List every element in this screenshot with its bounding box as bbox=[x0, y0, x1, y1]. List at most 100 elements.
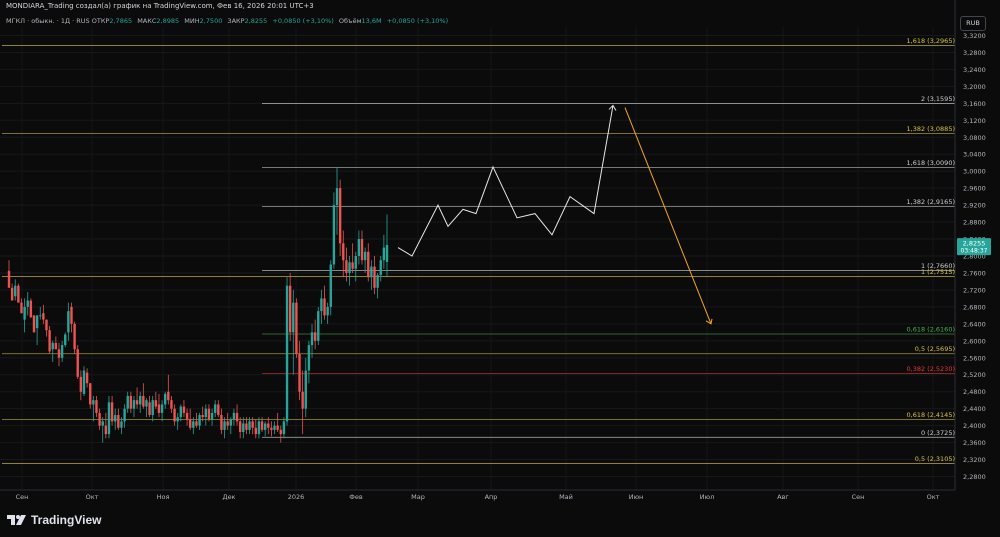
close-label: ЗАКР bbox=[227, 17, 245, 25]
candle-body bbox=[360, 239, 364, 261]
candle-body bbox=[251, 421, 254, 428]
time-tick-label: Авг bbox=[777, 493, 789, 501]
candle-body bbox=[114, 415, 117, 422]
candle-body bbox=[288, 285, 292, 333]
candle-body bbox=[188, 419, 192, 428]
candle-body bbox=[342, 243, 345, 261]
price-tag-background bbox=[957, 238, 991, 256]
candle-body bbox=[267, 423, 270, 428]
price-tick-label: 2,4400 bbox=[963, 405, 986, 413]
candle-body bbox=[326, 306, 329, 316]
candle-body bbox=[39, 315, 42, 317]
candle-body bbox=[185, 412, 189, 420]
low-value: 2,7500 bbox=[199, 17, 223, 25]
time-tick-label: Фев bbox=[349, 493, 363, 501]
candle-body bbox=[229, 419, 233, 426]
candle-body bbox=[29, 300, 33, 318]
fib-level-label: 0,618 (2,4145) bbox=[907, 411, 956, 419]
candle-body bbox=[345, 260, 348, 273]
candle-body bbox=[142, 395, 145, 407]
candle-body bbox=[151, 400, 154, 416]
volume-label: Объём bbox=[338, 17, 362, 25]
price-tick-label: 2,6400 bbox=[963, 320, 986, 328]
symbol-line[interactable]: МГКЛ · обыкн. · 1Д · RUS bbox=[6, 17, 90, 25]
candle-body bbox=[207, 408, 211, 420]
candle-body bbox=[332, 205, 336, 265]
projection-arrowhead-down bbox=[705, 318, 713, 325]
candle-body bbox=[204, 408, 208, 418]
fib-level-label: 1 (2,7660) bbox=[921, 262, 955, 270]
candle-body bbox=[348, 262, 351, 273]
price-tick-label: 3,0800 bbox=[963, 134, 986, 142]
candle-body bbox=[26, 300, 29, 307]
price-tick-label: 2,5200 bbox=[963, 371, 986, 379]
candle-body bbox=[160, 404, 164, 413]
candle-body bbox=[85, 372, 89, 384]
price-tick-label: 2,4000 bbox=[963, 422, 986, 430]
candle-body bbox=[376, 275, 379, 288]
fib-level-label: 0,618 (2,6160) bbox=[907, 326, 956, 334]
candle-body bbox=[245, 423, 248, 430]
candle-body bbox=[235, 412, 239, 422]
price-tick-label: 3,2400 bbox=[963, 66, 986, 74]
candlestick-series bbox=[7, 166, 389, 443]
candle-body bbox=[270, 427, 273, 430]
price-axis[interactable]: 3,3200 3,2800 3,2400 3,2000 3,1600 3,1200 3,08… bbox=[954, 0, 986, 490]
candle-body bbox=[354, 256, 357, 269]
candle-body bbox=[226, 421, 229, 426]
time-tick-label: Сен bbox=[852, 493, 865, 501]
low-label: МИН bbox=[184, 17, 200, 25]
candle-body bbox=[282, 421, 286, 435]
grid-lines bbox=[0, 27, 955, 490]
price-tick-label: 2,8800 bbox=[963, 219, 986, 227]
candle-body bbox=[79, 376, 83, 392]
candle-body bbox=[32, 315, 36, 333]
currency-button[interactable]: RUB bbox=[960, 16, 986, 31]
tradingview-logo-text: TradingView bbox=[31, 513, 102, 527]
candle-body bbox=[148, 402, 151, 416]
price-tick-label: 2,8000 bbox=[963, 253, 986, 261]
candle-body bbox=[248, 421, 251, 430]
candle-body bbox=[201, 415, 204, 418]
high-label: МАКС bbox=[137, 17, 157, 25]
candle-body bbox=[323, 298, 326, 316]
candle-body bbox=[157, 404, 161, 413]
candle-body bbox=[126, 395, 129, 409]
candle-body bbox=[301, 391, 304, 409]
fib-level-label: 0,382 (2,5230) bbox=[907, 365, 956, 373]
candle-body bbox=[320, 298, 323, 312]
time-tick-label: 2026 bbox=[288, 493, 305, 501]
candle-body bbox=[170, 400, 173, 409]
candle-body bbox=[104, 425, 108, 435]
tradingview-logo[interactable]: TradingView bbox=[7, 513, 101, 527]
time-axis[interactable]: Сен Окт Ноя Дек 2026 Фев Мар Апр Май Июн Июл Авг Сен… bbox=[0, 489, 955, 501]
price-tick-label: 2,4800 bbox=[963, 388, 986, 396]
candle-body bbox=[120, 421, 123, 428]
tradingview-logo-icon bbox=[7, 515, 26, 525]
fib-level-label: 1,382 (3,0885) bbox=[907, 125, 956, 133]
chart-attribution: MONDIARA_Trading создал(а) график на Tra… bbox=[6, 2, 314, 10]
price-tag-value: 2,8255 bbox=[963, 240, 986, 248]
candle-body bbox=[273, 425, 276, 430]
price-tick-label: 2,5600 bbox=[963, 354, 986, 362]
fibonacci-levels: 1,618 (3,2965) 2 (3,1595) 1,382 (3,0885) 1,… bbox=[2, 37, 955, 464]
price-tick-label: 2,9200 bbox=[963, 202, 986, 210]
price-tick-label: 2,7200 bbox=[963, 286, 986, 294]
change-value: +0,0850 (+3,10%) bbox=[272, 17, 334, 25]
projection-zigzag bbox=[397, 105, 614, 257]
candle-body bbox=[7, 270, 11, 288]
high-value: 2,8985 bbox=[156, 17, 180, 25]
price-tick-label: 2,3600 bbox=[963, 439, 986, 447]
ohlc-legend[interactable]: МГКЛ · обыкн. · 1Д · RUS ОТКР2,7865 МАКС… bbox=[6, 17, 451, 25]
fib-level-label: 1,618 (3,2965) bbox=[907, 37, 956, 45]
price-tick-label: 2,2800 bbox=[963, 473, 986, 481]
projection-down-arrow bbox=[624, 107, 712, 325]
time-tick-label: Дек bbox=[222, 493, 235, 501]
candle-body bbox=[163, 393, 167, 405]
candle-body bbox=[313, 332, 317, 341]
price-tick-label: 2,7600 bbox=[963, 269, 986, 277]
candle-body bbox=[317, 311, 320, 341]
time-tick-label: Окт bbox=[86, 493, 99, 501]
